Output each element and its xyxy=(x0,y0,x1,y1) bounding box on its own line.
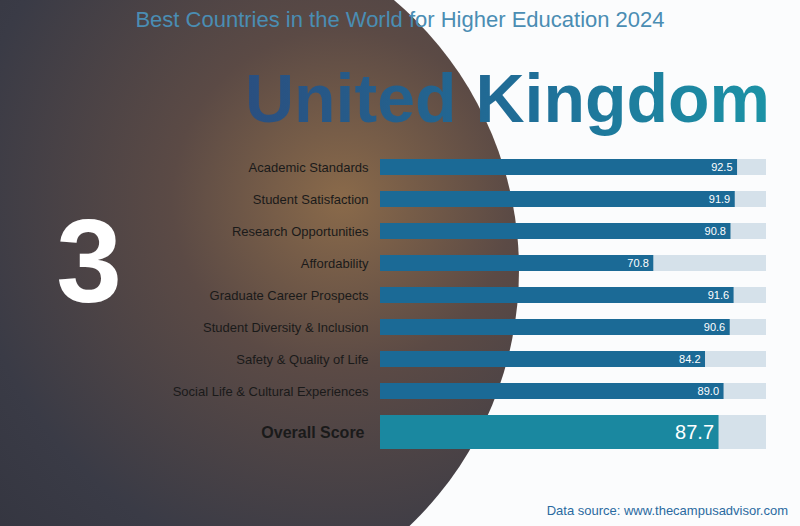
html-text:Data source: www.thecampusadvi: Data source: www.thecampusadvisor.com xyxy=(546,503,788,518)
svg-text:Student Satisfaction: Student Satisfaction xyxy=(253,192,369,207)
svg-text:89.0: 89.0 xyxy=(698,385,719,397)
html-text:3: 3 xyxy=(56,195,122,327)
svg-text:90.8: 90.8 xyxy=(705,225,726,237)
svg-text:87.7: 87.7 xyxy=(675,421,714,443)
svg-text:Overall Score: Overall Score xyxy=(261,424,364,441)
svg-text:Safety & Quality of Life: Safety & Quality of Life xyxy=(236,352,368,367)
svg-text:Research Opportunities: Research Opportunities xyxy=(232,224,369,239)
svg-text:92.5: 92.5 xyxy=(711,161,732,173)
svg-text:Student Diversity & Inclusion: Student Diversity & Inclusion xyxy=(203,320,368,335)
svg-text:Social Life & Cultural Experie: Social Life & Cultural Experiences xyxy=(173,384,369,399)
svg-text:84.2: 84.2 xyxy=(679,353,700,365)
svg-text:Academic Standards: Academic Standards xyxy=(249,160,369,175)
html-text:Best Countries in the World fo: Best Countries in the World for Higher E… xyxy=(135,7,665,32)
svg-text:70.8: 70.8 xyxy=(627,257,648,269)
html-text:United Kingdom: United Kingdom xyxy=(245,60,770,136)
svg-text:91.9: 91.9 xyxy=(709,193,730,205)
svg-text:90.6: 90.6 xyxy=(704,321,725,333)
svg-text:91.6: 91.6 xyxy=(708,289,729,301)
svg-text:Affordability: Affordability xyxy=(301,256,369,271)
svg-text:Graduate Career Prospects: Graduate Career Prospects xyxy=(210,288,369,303)
